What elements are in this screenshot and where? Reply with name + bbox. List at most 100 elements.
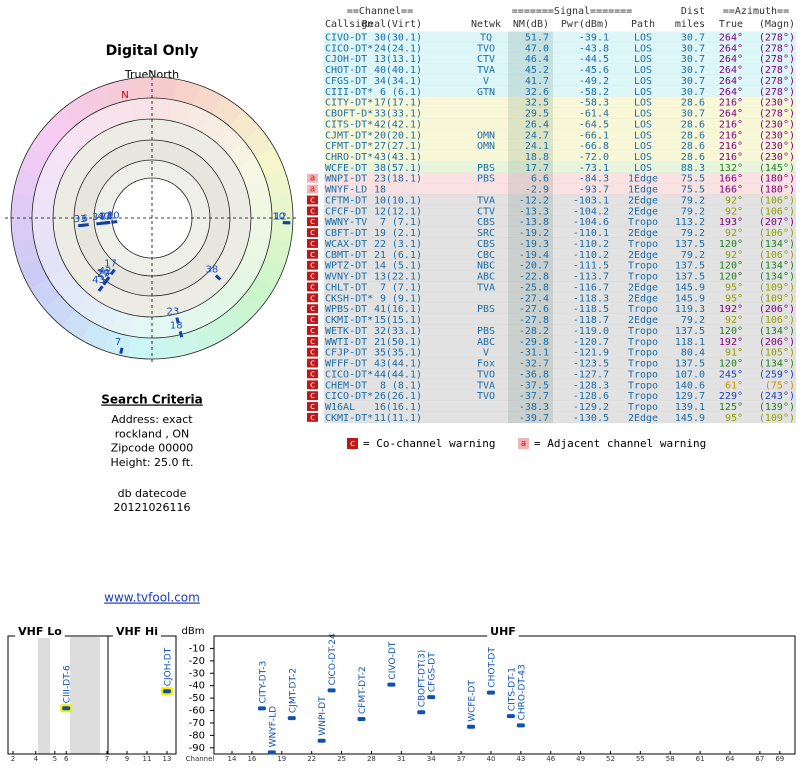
warning-badge xyxy=(307,315,318,324)
table-cell: 16 xyxy=(374,402,386,413)
warning-letter: a xyxy=(310,174,315,184)
station-label: CFGS-DT xyxy=(428,652,438,692)
table-cell: CBMT-DT xyxy=(325,250,367,261)
compass-band xyxy=(168,311,194,337)
station-channel: 38 xyxy=(206,265,219,276)
row-background xyxy=(324,292,796,304)
table-cell: 139.1 xyxy=(675,402,705,413)
warning-badge xyxy=(307,380,318,390)
site-link-text[interactable]: www.tvfool.com xyxy=(104,591,200,605)
station-level xyxy=(387,682,396,687)
table-cell: OMN xyxy=(477,141,495,152)
compass-band xyxy=(269,218,293,244)
table-cell: 2Edge xyxy=(628,228,658,239)
y-tick-label: -20 xyxy=(189,656,205,667)
table-cell: -130.5 xyxy=(573,413,609,424)
station-mark xyxy=(96,221,103,226)
nm-column-shade xyxy=(508,205,553,217)
station-level xyxy=(427,695,436,700)
band-shade xyxy=(38,637,50,754)
table-cell: LOS xyxy=(634,163,652,174)
table-cell: (230°) xyxy=(759,98,795,109)
datecode-label: db datecode xyxy=(118,487,187,500)
compass-band xyxy=(60,125,90,155)
row-background xyxy=(324,53,796,65)
warning-badge xyxy=(307,184,318,194)
x-tick-label: 58 xyxy=(666,755,675,763)
table-cell: -20.7 xyxy=(519,261,549,272)
compass-band xyxy=(169,99,195,126)
table-cell: 264° xyxy=(719,109,743,120)
table-cell: 22 xyxy=(374,239,386,250)
station-mark xyxy=(111,220,118,224)
legend-badge xyxy=(518,438,529,449)
warning-letter: c xyxy=(310,250,315,260)
table-cell: (12.1) xyxy=(386,206,422,217)
legend-letter: c xyxy=(350,439,355,449)
table-cell: V xyxy=(483,348,489,359)
table-cell: PBS xyxy=(477,304,495,315)
table-cell: CFCF-DT xyxy=(325,206,367,217)
row-background xyxy=(324,151,796,162)
table-cell: 166° xyxy=(719,185,743,196)
compass-band xyxy=(150,315,173,338)
nm-column-shade xyxy=(508,31,553,43)
station-channel: 43 xyxy=(92,275,105,286)
table-cell: -36.8 xyxy=(519,369,549,380)
row-background xyxy=(324,42,796,54)
station-mark xyxy=(119,347,124,354)
table-cell: NBC xyxy=(477,261,495,272)
table-cell: 24.7 xyxy=(525,130,549,141)
table-cell: 193° xyxy=(719,217,743,228)
nm-column-shade xyxy=(508,324,553,336)
table-cell: -39.7 xyxy=(519,413,549,424)
table-cell: 79.2 xyxy=(681,228,705,239)
table-cell: (33.1) xyxy=(386,109,422,120)
table-cell: OMN xyxy=(477,130,495,141)
station-level xyxy=(357,716,366,721)
column-header: NM(dB) xyxy=(513,19,549,30)
table-cell: 140.6 xyxy=(675,380,705,391)
row-background xyxy=(324,172,796,184)
table-cell: (30.1) xyxy=(386,32,422,43)
station-mark xyxy=(77,223,85,228)
table-cell: 120° xyxy=(719,272,743,283)
station-mark xyxy=(102,278,109,286)
nm-column-shade xyxy=(508,183,553,195)
site-link[interactable]: www.tvfool.com xyxy=(104,591,200,605)
compass-band xyxy=(249,218,272,240)
station-level xyxy=(486,690,495,695)
nm-column-shade xyxy=(508,161,553,173)
table-cell: (42.1) xyxy=(386,119,422,130)
table-cell: 46.4 xyxy=(525,54,549,65)
table-cell: 8 xyxy=(380,380,386,391)
table-cell: LOS xyxy=(634,43,652,54)
compass-band xyxy=(130,315,152,338)
table-cell: 30.7 xyxy=(681,87,705,98)
compass-band xyxy=(249,197,272,220)
compass-band xyxy=(110,99,136,125)
table-cell: 41 xyxy=(374,304,386,315)
table-cell: -123.5 xyxy=(573,359,609,370)
column-header: Pwr(dBm) xyxy=(561,19,609,30)
warning-badge xyxy=(307,412,318,422)
compass-band xyxy=(103,78,133,106)
table-cell: 44 xyxy=(374,369,386,380)
warning-letter: c xyxy=(310,228,315,238)
nm-column-shade xyxy=(508,368,553,380)
nm-column-shade xyxy=(508,390,553,402)
warning-badge xyxy=(307,347,318,357)
table-cell: TVA xyxy=(477,380,495,391)
table-cell: 125° xyxy=(719,402,743,413)
station-channel: 17 xyxy=(104,259,117,270)
nm-column-shade xyxy=(508,194,553,206)
nm-column-shade xyxy=(508,227,553,239)
compass-band xyxy=(172,79,202,106)
table-cell: LOS xyxy=(634,130,652,141)
station-level xyxy=(516,723,525,728)
x-tick-label: 7 xyxy=(105,755,109,763)
table-cell: (278°) xyxy=(759,32,795,43)
table-cell: 2Edge xyxy=(628,282,658,293)
table-cell: 166° xyxy=(719,174,743,185)
